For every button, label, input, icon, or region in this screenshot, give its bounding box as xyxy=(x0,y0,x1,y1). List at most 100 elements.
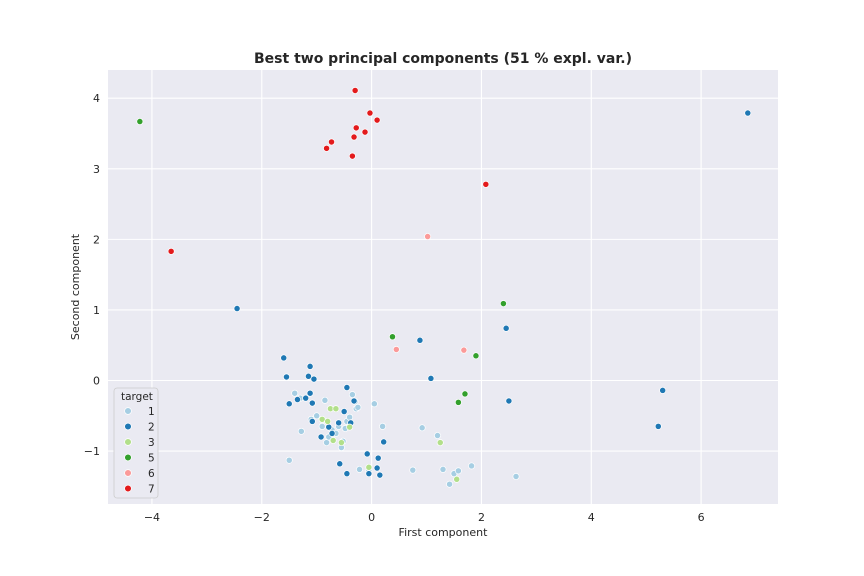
data-point-target-6 xyxy=(460,346,468,354)
x-tick-label: 4 xyxy=(588,511,595,524)
data-point-target-7 xyxy=(323,144,331,152)
data-point-target-1 xyxy=(418,424,426,432)
data-point-target-2 xyxy=(306,389,314,397)
data-point-target-7 xyxy=(352,124,360,132)
y-tick-label: 0 xyxy=(93,375,100,388)
data-point-target-3 xyxy=(324,417,332,425)
data-point-target-6 xyxy=(424,233,432,240)
data-point-target-2 xyxy=(350,397,358,405)
data-point-target-2 xyxy=(310,375,318,383)
y-tick-label: 2 xyxy=(93,233,100,246)
data-point-target-5 xyxy=(454,398,462,406)
data-point-target-6 xyxy=(392,346,400,353)
data-point-target-7 xyxy=(167,247,175,255)
scatter-points xyxy=(136,87,752,488)
data-point-target-1 xyxy=(434,432,441,439)
data-point-target-2 xyxy=(325,423,333,431)
data-point-target-2 xyxy=(380,438,388,446)
data-point-target-1 xyxy=(446,480,454,488)
y-tick-label: −1 xyxy=(84,445,100,458)
data-point-target-2 xyxy=(343,384,351,392)
data-point-target-5 xyxy=(136,118,144,125)
data-point-target-1 xyxy=(379,422,387,430)
data-point-target-3 xyxy=(329,437,337,444)
data-point-target-1 xyxy=(354,403,362,411)
data-point-target-1 xyxy=(297,427,305,435)
legend-label-5: 5 xyxy=(148,453,155,465)
data-point-target-2 xyxy=(308,417,316,425)
data-point-target-5 xyxy=(499,300,507,308)
data-point-target-7 xyxy=(350,133,358,141)
data-point-target-3 xyxy=(332,405,340,413)
data-point-target-1 xyxy=(468,462,476,470)
data-point-target-2 xyxy=(305,372,312,380)
data-point-target-7 xyxy=(351,87,359,94)
legend-marker-7 xyxy=(124,484,132,493)
grid-lines xyxy=(108,70,778,504)
data-point-target-2 xyxy=(744,109,752,117)
data-point-target-2 xyxy=(285,400,293,408)
data-point-target-1 xyxy=(348,391,356,399)
legend-marker-6 xyxy=(124,469,132,477)
data-point-target-2 xyxy=(376,471,384,479)
data-point-target-1 xyxy=(318,422,326,430)
y-tick-label: 1 xyxy=(93,304,100,317)
legend-marker-1 xyxy=(124,407,132,415)
legend-box xyxy=(113,387,159,499)
legend-marker-2 xyxy=(124,422,132,431)
data-point-target-2 xyxy=(505,397,513,405)
y-tick-label: 4 xyxy=(93,92,100,105)
legend: target 1 2 3 5 6 7 xyxy=(113,387,159,499)
data-point-target-2 xyxy=(233,305,241,312)
data-point-target-2 xyxy=(340,408,348,416)
data-point-target-2 xyxy=(308,399,316,407)
data-point-target-2 xyxy=(343,470,351,478)
data-point-target-2 xyxy=(335,419,343,427)
data-point-target-2 xyxy=(365,470,373,478)
data-point-target-1 xyxy=(323,439,331,447)
x-tick-label: −4 xyxy=(144,511,160,524)
x-tick-label: 6 xyxy=(698,511,705,524)
data-point-target-1 xyxy=(370,400,378,408)
y-tick-label: 3 xyxy=(93,163,100,176)
y-tick-labels: −1 0 1 2 3 4 xyxy=(84,92,100,458)
data-point-target-2 xyxy=(336,460,344,468)
data-point-target-2 xyxy=(659,386,667,394)
x-tick-label: 2 xyxy=(478,511,485,524)
legend-label-1: 1 xyxy=(148,406,155,418)
data-point-target-2 xyxy=(374,454,382,462)
data-point-target-1 xyxy=(313,412,321,420)
data-point-target-2 xyxy=(363,450,371,458)
legend-label-6: 6 xyxy=(148,468,155,480)
data-point-target-5 xyxy=(389,333,396,341)
legend-label-3: 3 xyxy=(148,437,155,449)
data-point-target-5 xyxy=(472,352,480,360)
plot-area xyxy=(108,70,778,504)
data-point-target-3 xyxy=(365,463,373,471)
x-tick-labels: −4 −2 0 2 4 6 xyxy=(144,511,705,524)
data-point-target-3 xyxy=(337,439,345,447)
data-point-target-3 xyxy=(453,475,461,483)
legend-title: target xyxy=(121,391,153,403)
legend-items: 1 2 3 5 6 7 xyxy=(124,406,155,496)
data-point-target-1 xyxy=(321,396,329,404)
data-point-target-1 xyxy=(356,465,363,473)
data-point-target-1 xyxy=(346,413,354,421)
x-axis-label: First component xyxy=(399,526,489,539)
data-point-target-1 xyxy=(512,473,520,480)
data-point-target-7 xyxy=(361,128,369,136)
data-point-target-2 xyxy=(302,394,310,402)
legend-label-7: 7 xyxy=(148,484,155,496)
y-axis-label: Second component xyxy=(69,233,82,340)
data-point-target-2 xyxy=(416,336,424,344)
x-tick-label: −2 xyxy=(254,511,270,524)
data-point-target-2 xyxy=(328,429,336,437)
data-point-target-2 xyxy=(373,464,381,472)
data-point-target-7 xyxy=(328,138,335,146)
data-point-target-7 xyxy=(366,109,374,117)
data-point-target-2 xyxy=(306,362,314,370)
data-point-target-1 xyxy=(454,467,462,475)
data-point-target-7 xyxy=(482,180,490,188)
data-point-target-2 xyxy=(280,354,288,362)
